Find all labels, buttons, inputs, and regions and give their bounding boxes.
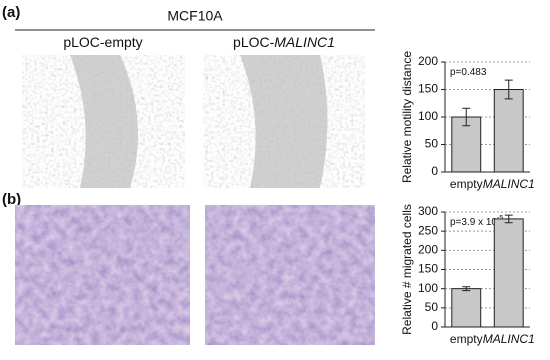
condition-text: pLOC- [233,34,275,50]
bar [493,218,524,328]
y-axis-label: Relative motility distance [400,51,414,183]
annotation-text: p=3.9 x 10 [450,217,497,228]
x-tick-label: MALINC1 [483,177,535,191]
transwell-image [15,205,190,345]
y-tick-label: 200 [418,243,438,257]
cell-line-title: MCF10A [167,8,223,24]
annotation-sup: -5 [497,215,503,222]
panel-label: (a) [2,4,20,21]
wound-area [70,55,138,188]
x-tick-label: MALINC1 [483,332,535,346]
y-tick-label: 150 [418,82,438,96]
y-tick-label: 250 [418,223,438,237]
bar [493,89,524,173]
error-bar [462,107,471,127]
x-tick-label: empty [450,177,483,191]
y-tick-label: 150 [418,262,438,276]
y-tick-label: 100 [418,281,438,295]
y-tick-label: 50 [425,300,439,314]
error-bar [462,286,471,292]
annotation-text: p=0.483 [450,67,487,78]
y-tick-label: 100 [418,109,438,123]
error-bar [504,214,513,224]
y-axis-label: Relative # migrated cells [400,204,414,335]
panel-label: (b) [2,191,21,208]
y-tick-label: 200 [418,54,438,68]
y-tick-label: 0 [431,164,438,178]
wound-area [240,55,328,188]
condition-text: pLOC-empty [63,34,142,50]
annotation: p=3.9 x 10-5 [450,215,503,228]
condition-label: pLOC-MALINC1 [233,34,335,50]
x-tick-label: empty [450,332,483,346]
y-tick-label: 0 [431,319,438,333]
y-tick-label: 300 [418,204,438,218]
annotation: p=0.483 [450,67,487,78]
bar [451,288,482,328]
condition-text: MALINC1 [274,34,335,50]
y-tick-label: 50 [425,137,439,151]
transwell-image [205,205,375,345]
condition-label: pLOC-empty [63,34,142,50]
error-bar [504,79,513,100]
